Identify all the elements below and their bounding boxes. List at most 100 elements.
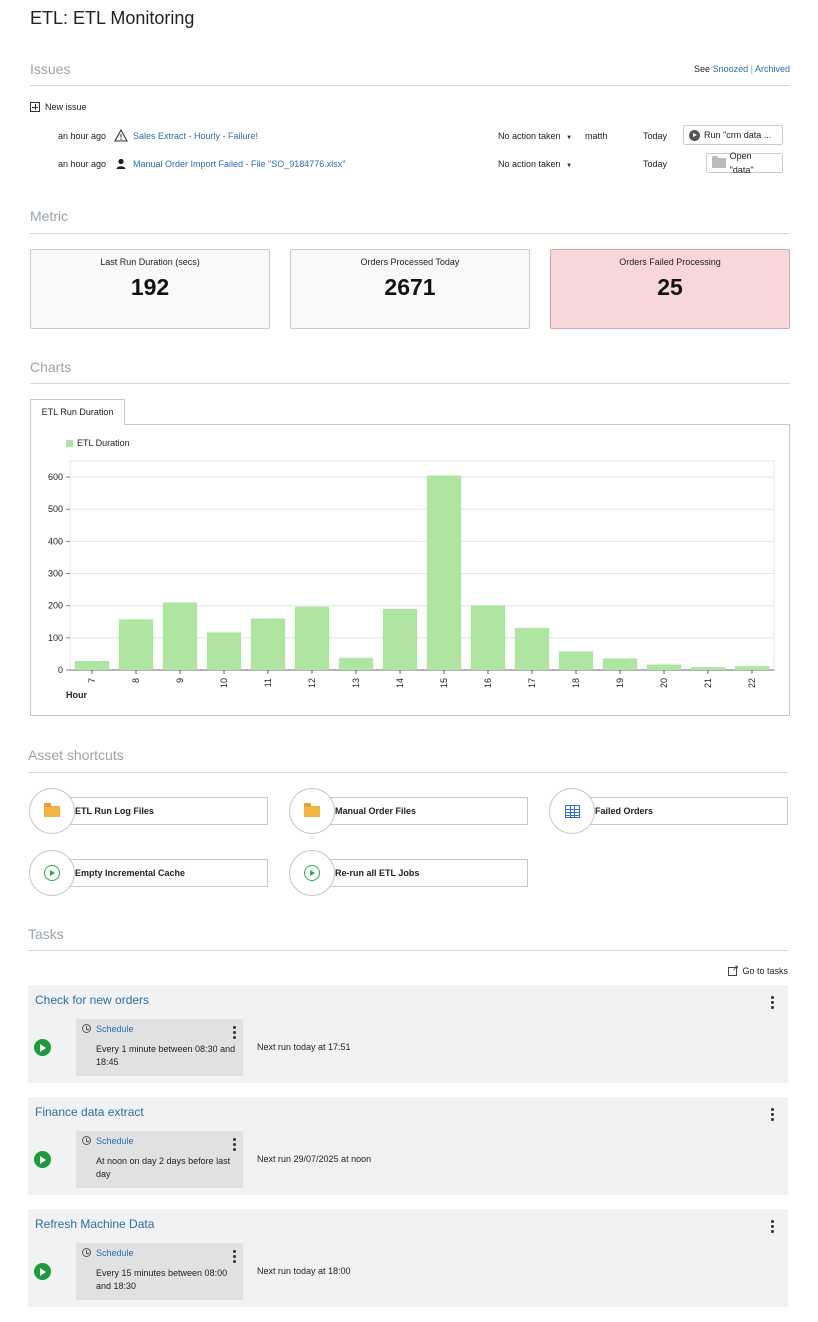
y-tick-label: 600 — [48, 472, 63, 482]
play-icon[interactable] — [29, 850, 75, 896]
table-icon[interactable] — [549, 788, 595, 834]
run-task-button[interactable] — [34, 1263, 51, 1280]
new-issue-label: New issue — [45, 102, 87, 112]
tasks-section-title: Tasks — [28, 926, 64, 942]
x-tick-label: 22 — [747, 678, 757, 688]
run-task-button[interactable] — [34, 1151, 51, 1168]
next-run: Next run 29/07/2025 at noon — [257, 1154, 372, 1164]
task-name-link[interactable]: Refresh Machine Data — [35, 1217, 155, 1231]
page-title: ETL: ETL Monitoring — [30, 8, 195, 28]
x-tick-label: 17 — [527, 678, 537, 688]
folder-icon[interactable] — [29, 788, 75, 834]
new-issue-button[interactable]: New issue — [30, 102, 87, 112]
x-tick-label: 20 — [659, 678, 669, 688]
shortcut-etl-run-log-files[interactable]: ETL Run Log Files — [52, 797, 268, 825]
x-tick-label: 16 — [483, 678, 493, 688]
schedule-box: Schedule Every 15 minutes between 08:00 … — [76, 1243, 243, 1300]
run-task-button[interactable] — [34, 1039, 51, 1056]
y-tick-label: 500 — [48, 504, 63, 514]
shortcut-manual-order-files[interactable]: Manual Order Files — [312, 797, 528, 825]
caret-down-icon: ▼ — [566, 135, 573, 141]
task-card: Finance data extract Schedule At noon on… — [28, 1097, 788, 1195]
bar — [74, 660, 110, 670]
task-card: Check for new orders Schedule Every 1 mi… — [28, 985, 788, 1083]
x-tick-label: 18 — [571, 678, 581, 688]
tab-etl-run-duration[interactable]: ETL Run Duration — [30, 399, 125, 425]
task-name-link[interactable]: Check for new orders — [35, 993, 150, 1007]
link-separator: | — [750, 64, 753, 74]
issue-status-dropdown[interactable]: No action taken ▼ — [498, 157, 572, 173]
issue-date: Today — [643, 131, 668, 141]
shortcut-empty-incremental-cache[interactable]: Empty Incremental Cache — [52, 859, 268, 887]
y-tick-label: 400 — [48, 536, 63, 546]
metric-label: Orders Failed Processing — [619, 257, 721, 267]
play-icon[interactable] — [289, 850, 335, 896]
legend-swatch — [66, 440, 73, 447]
issue-action-label: Run "crm data ... — [704, 130, 772, 140]
issue-row: an hour ago Sales Extract - Hourly - Fai… — [0, 125, 818, 151]
schedule-description: At noon on day 2 days before last day — [96, 1156, 231, 1179]
user-icon — [116, 158, 126, 169]
schedule-label[interactable]: Schedule — [96, 1248, 134, 1258]
clock-icon — [82, 1136, 91, 1145]
task-card: Refresh Machine Data Schedule Every 15 m… — [28, 1209, 788, 1307]
issue-action-button[interactable]: Run "crm data ... — [683, 125, 783, 145]
snoozed-link[interactable]: Snoozed — [712, 64, 749, 74]
y-tick-label: 0 — [58, 665, 63, 675]
x-tick-label: 19 — [615, 678, 625, 688]
shortcut-rerun-all-etl-jobs[interactable]: Re-run all ETL Jobs — [312, 859, 528, 887]
schedule-options-icon[interactable] — [233, 1250, 236, 1263]
shortcut-failed-orders[interactable]: Failed Orders — [572, 797, 788, 825]
schedule-options-icon[interactable] — [233, 1138, 236, 1151]
shortcut-label: Empty Incremental Cache — [75, 868, 186, 878]
issues-section-title: Issues — [30, 61, 71, 77]
metric-card-orders-failed: Orders Failed Processing 25 — [550, 249, 790, 329]
y-tick-label: 200 — [48, 601, 63, 611]
bar — [426, 475, 462, 670]
more-options-icon[interactable] — [771, 1108, 774, 1121]
issue-name-link[interactable]: Sales Extract - Hourly - Failure! — [133, 131, 259, 141]
go-to-tasks-link[interactable]: Go to tasks — [728, 963, 788, 976]
schedule-label[interactable]: Schedule — [96, 1136, 134, 1146]
schedule-label[interactable]: Schedule — [96, 1024, 134, 1034]
next-run: Next run today at 18:00 — [257, 1266, 351, 1276]
x-tick-label: 14 — [395, 678, 405, 688]
caret-down-icon: ▼ — [566, 163, 573, 169]
archived-link[interactable]: Archived — [754, 64, 790, 74]
shortcut-label: Failed Orders — [595, 806, 654, 816]
x-tick-label: 9 — [175, 678, 185, 683]
metric-value: 192 — [130, 274, 170, 300]
metric-value: 25 — [657, 274, 683, 300]
folder-icon[interactable] — [289, 788, 335, 834]
clock-icon — [82, 1248, 91, 1257]
metric-card-last-run: Last Run Duration (secs) 192 — [30, 249, 270, 329]
bar — [294, 606, 330, 670]
bar — [118, 619, 154, 670]
shortcut-label: Re-run all ETL Jobs — [335, 868, 420, 878]
y-tick-label: 300 — [48, 569, 63, 579]
bar — [338, 657, 374, 670]
shortcut-label: Manual Order Files — [335, 806, 417, 816]
next-run: Next run today at 17:51 — [257, 1042, 351, 1052]
issue-action-label: Open "data" — [729, 151, 754, 175]
issue-status-value: No action taken — [498, 131, 561, 141]
metric-card-orders-processed: Orders Processed Today 2671 — [290, 249, 530, 329]
issue-name-link[interactable]: Manual Order Import Failed - File "SO_91… — [133, 159, 346, 169]
issue-action-button[interactable]: Open "data" — [706, 151, 783, 175]
x-tick-label: 15 — [439, 678, 449, 688]
more-options-icon[interactable] — [771, 1220, 774, 1233]
bar — [206, 632, 242, 670]
x-tick-label: 7 — [87, 678, 97, 683]
x-tick-label: 11 — [263, 678, 273, 687]
bar — [470, 605, 506, 670]
task-name-link[interactable]: Finance data extract — [35, 1105, 144, 1119]
etl-duration-chart: 0 100 200 300 400 500 600 7 8 9 10 11 12 13 14 15 16 17 18… — [48, 438, 775, 700]
more-options-icon[interactable] — [771, 996, 774, 1009]
x-tick-label: 21 — [703, 678, 713, 688]
shortcut-label: ETL Run Log Files — [75, 806, 154, 816]
chart-panel: 0 100 200 300 400 500 600 7 8 9 10 11 12 13 14 15 16 17 18… — [30, 424, 790, 716]
issue-status-dropdown[interactable]: No action taken ▼ — [498, 129, 572, 145]
schedule-options-icon[interactable] — [233, 1026, 236, 1039]
schedule-description: Every 1 minute between 08:30 and 18:45 — [96, 1044, 236, 1067]
issue-age: an hour ago — [58, 159, 107, 169]
